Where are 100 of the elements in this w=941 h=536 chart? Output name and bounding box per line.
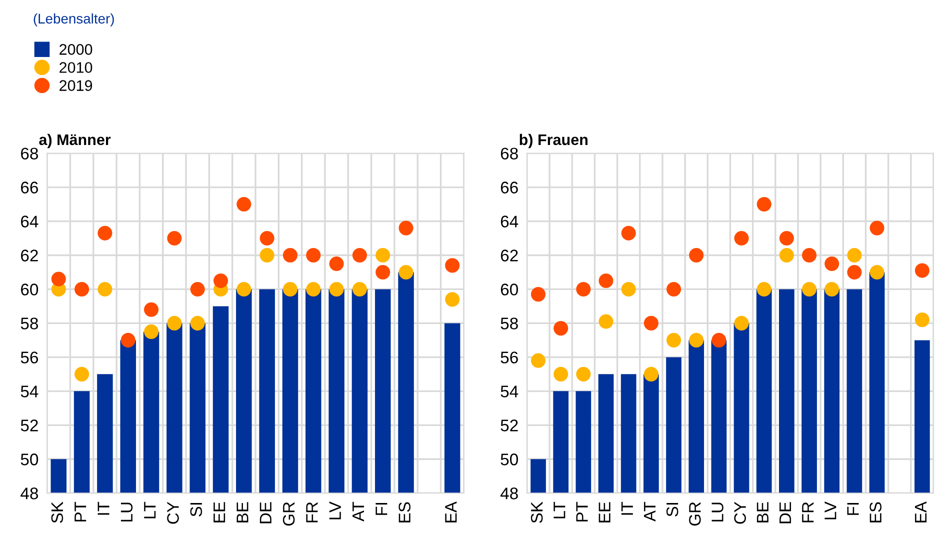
point (779, 248, 794, 263)
point (598, 314, 614, 329)
point (213, 273, 228, 288)
point (98, 226, 112, 240)
x-tick-label: IT (621, 502, 633, 515)
x-tick-label: EA (445, 501, 457, 522)
point (144, 324, 159, 339)
x-tick-label: LV (329, 502, 341, 520)
x-tick-label: LV (824, 502, 836, 520)
x-tick-label: ES (398, 502, 410, 522)
x-tick-label: GR (282, 502, 295, 526)
y-tick-label: 60 (21, 284, 38, 296)
x-tick-label: LT (144, 502, 156, 518)
point (870, 264, 884, 280)
point (756, 282, 772, 297)
legend-label: 2010 (60, 62, 92, 73)
point (756, 196, 772, 212)
point (666, 332, 682, 348)
x-tick-label: AT (644, 502, 656, 522)
point (666, 282, 682, 297)
point (51, 272, 66, 286)
point (689, 332, 704, 348)
y-tick-label: 54 (500, 386, 518, 398)
point (554, 321, 568, 336)
x-tick-label: FI (376, 502, 388, 515)
point (329, 282, 344, 297)
point (352, 282, 367, 297)
x-tick-label: EA (915, 501, 926, 522)
point (376, 248, 390, 263)
y-tick-label: 60 (500, 284, 518, 296)
x-tick-label: ES (870, 502, 882, 522)
y-tick-label: 62 (500, 250, 518, 262)
point (98, 282, 112, 297)
y-tick-label: 48 (20, 488, 38, 500)
y-tick-label: 68 (500, 148, 518, 160)
point (398, 220, 414, 236)
y-tick-label: 62 (21, 250, 38, 262)
point (621, 226, 636, 240)
point (74, 282, 90, 297)
x-tick-label: CY (734, 502, 746, 524)
x-tick-label: FR (802, 502, 814, 522)
point (576, 366, 591, 382)
y-tick-label: 58 (20, 318, 38, 330)
point (445, 292, 460, 307)
x-tick-label: DE (780, 502, 791, 524)
x-tick-label: SI (666, 502, 678, 516)
y-tick-label: 52 (20, 420, 38, 432)
x-tick-label: PT (74, 502, 86, 522)
point (734, 316, 749, 330)
x-tick-label: SK (51, 502, 64, 523)
x-tick-label: SK (530, 502, 543, 523)
point (236, 282, 252, 297)
point (530, 353, 546, 368)
point (914, 263, 930, 278)
point (398, 264, 414, 280)
point (802, 282, 817, 297)
point (847, 248, 862, 263)
point (712, 332, 726, 348)
y-tick-label: 52 (500, 420, 518, 432)
y-tick-label: 50 (20, 454, 38, 466)
point (74, 366, 90, 382)
point (824, 282, 840, 297)
point (554, 366, 568, 382)
point (236, 196, 252, 212)
y-tick-label: 50 (500, 454, 518, 466)
x-tick-label: LU (120, 502, 133, 522)
point (598, 273, 614, 288)
chart-title: a) Männer (39, 134, 111, 148)
y-tick-label: 64 (500, 216, 518, 228)
point (644, 316, 658, 330)
point (190, 282, 205, 297)
x-tick-label: DE (260, 502, 272, 524)
legend-label: 2019 (60, 80, 92, 91)
x-tick-label: GR (689, 502, 701, 526)
point (734, 230, 749, 246)
x-tick-label: SI (190, 502, 202, 516)
point (260, 230, 274, 246)
point (779, 230, 794, 246)
point (576, 282, 591, 297)
point (376, 264, 390, 280)
point (870, 220, 884, 236)
y-tick-label: 64 (21, 216, 38, 228)
point (144, 302, 159, 317)
x-tick-label: PT (576, 502, 588, 522)
point (260, 248, 274, 263)
y-tick-label: 58 (500, 318, 518, 330)
point (282, 282, 298, 297)
y-tick-label: 68 (21, 148, 38, 160)
y-tick-label: 66 (500, 182, 518, 194)
point (621, 282, 636, 297)
point (644, 366, 658, 382)
point (689, 248, 704, 263)
legend-label: 2000 (60, 44, 92, 55)
point (445, 258, 460, 273)
x-tick-label: AT (352, 502, 364, 522)
y-tick-label: 56 (20, 352, 38, 364)
x-tick-label: EE (214, 502, 226, 522)
point (306, 282, 321, 297)
point (824, 256, 840, 272)
point (282, 248, 298, 263)
